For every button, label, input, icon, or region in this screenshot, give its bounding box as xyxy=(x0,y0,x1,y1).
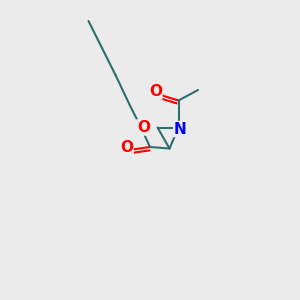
Text: O: O xyxy=(149,84,162,99)
Text: O: O xyxy=(120,140,133,155)
Text: O: O xyxy=(137,120,150,135)
Text: N: N xyxy=(174,122,186,136)
